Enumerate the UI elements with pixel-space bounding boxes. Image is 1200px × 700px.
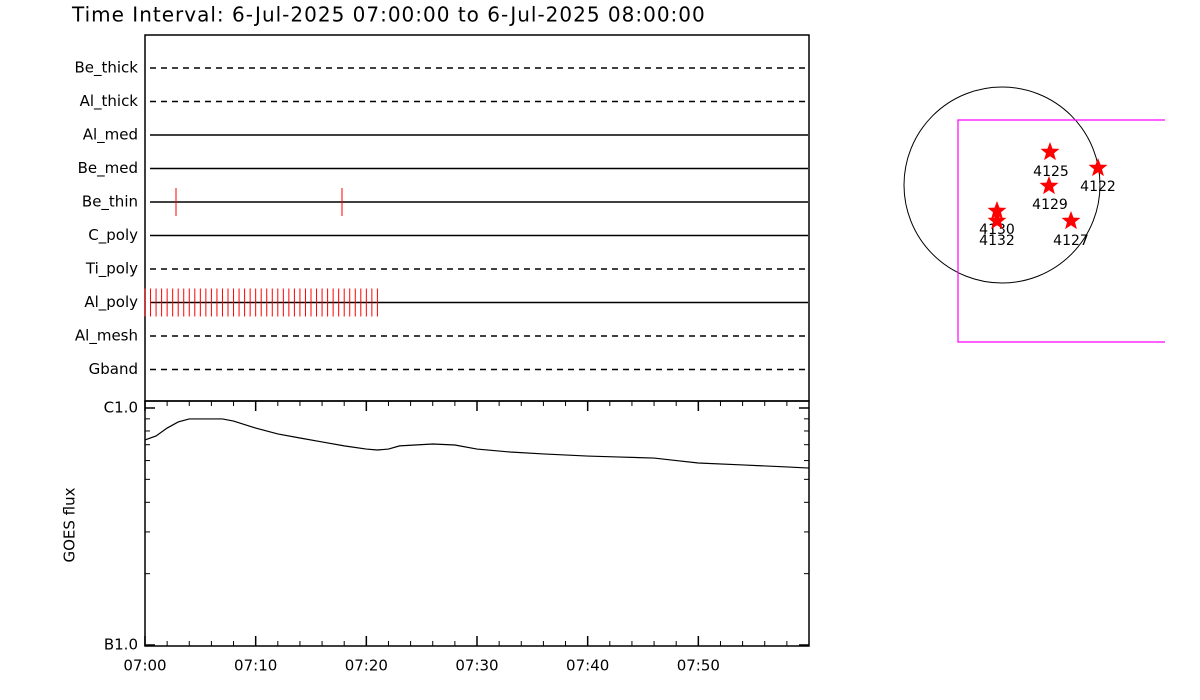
- filter-label: Be_med: [78, 159, 138, 178]
- ar-label: 4129: [1032, 197, 1068, 213]
- ar-label: 4127: [1053, 233, 1089, 249]
- ar-star: [987, 211, 1007, 230]
- x-tick-label: 07:00: [123, 657, 166, 675]
- ar-label: 4132: [979, 233, 1015, 249]
- ar-star: [1088, 158, 1108, 177]
- filter-label: Al_med: [83, 126, 138, 145]
- ar-star: [987, 201, 1007, 220]
- ar-star: [1039, 176, 1059, 195]
- solar-limb: [903, 86, 1101, 284]
- ar-label: 4122: [1080, 179, 1116, 195]
- timeline-frame: [144, 34, 810, 402]
- ar-label: 4125: [1033, 164, 1069, 180]
- plot-title: Time Interval: 6-Jul-2025 07:00:00 to 6-…: [71, 3, 706, 27]
- fov-frame: [957, 119, 1165, 343]
- ar-label: 4130: [979, 222, 1015, 238]
- x-tick-label: 07:40: [566, 657, 609, 675]
- goes-curve: [144, 418, 810, 469]
- goes-frame: [144, 400, 810, 647]
- x-tick-label: 07:30: [455, 657, 498, 675]
- filter-label: Be_thin: [82, 193, 138, 212]
- filter-label: Al_mesh: [75, 327, 138, 346]
- x-tick-label: 07:10: [234, 657, 277, 675]
- filter-label: Al_poly: [84, 293, 138, 312]
- filter-label: Gband: [89, 360, 138, 378]
- filter-label: C_poly: [88, 226, 138, 245]
- x-tick-label: 07:50: [677, 657, 720, 675]
- filter-label: Be_thick: [74, 59, 138, 78]
- ar-star: [1061, 211, 1081, 230]
- y-tick-label: C1.0: [104, 399, 138, 417]
- y-axis-label: GOES flux: [61, 487, 79, 562]
- filter-label: Al_thick: [80, 92, 139, 111]
- ar-star: [1040, 142, 1060, 161]
- filter-label: Ti_poly: [85, 260, 138, 279]
- x-tick-label: 07:20: [345, 657, 388, 675]
- y-tick-label: B1.0: [104, 636, 138, 654]
